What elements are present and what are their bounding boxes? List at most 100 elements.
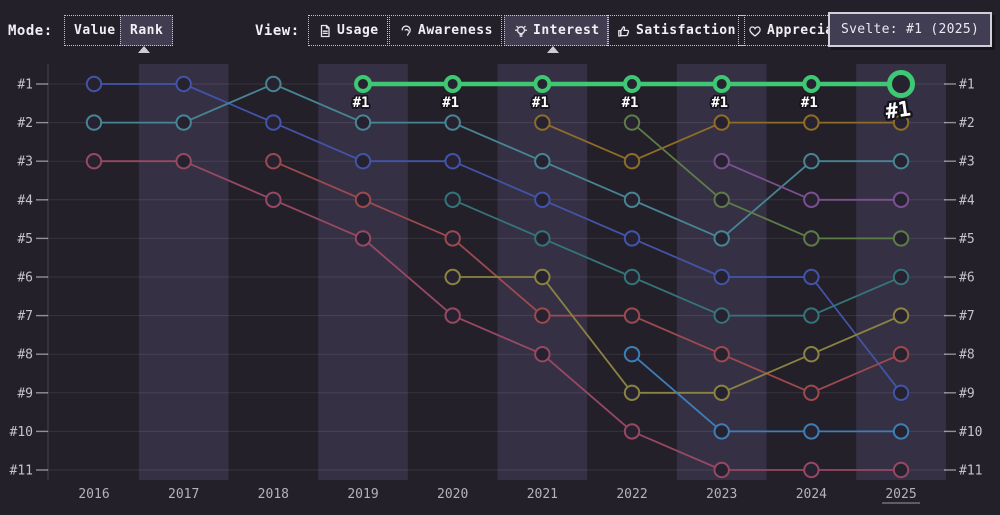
data-point[interactable] (534, 191, 551, 209)
data-point[interactable] (803, 268, 820, 286)
year-label[interactable]: 2024 (796, 487, 827, 502)
data-point[interactable] (175, 114, 192, 131)
data-point[interactable] (892, 230, 910, 247)
data-point[interactable] (803, 346, 820, 363)
data-point[interactable] (623, 423, 641, 440)
data-point[interactable] (85, 114, 103, 131)
data-point[interactable] (444, 230, 461, 247)
data-point[interactable] (892, 307, 910, 324)
data-point[interactable] (534, 114, 551, 131)
data-point[interactable] (533, 75, 552, 93)
view-interest-button[interactable]: Interest (504, 15, 609, 46)
data-point[interactable] (803, 461, 820, 479)
data-point[interactable] (265, 75, 282, 93)
data-point[interactable] (85, 153, 103, 170)
data-point[interactable] (534, 268, 551, 286)
data-point[interactable] (892, 346, 910, 363)
year-label[interactable]: 2019 (347, 487, 378, 502)
data-point[interactable] (623, 191, 641, 209)
data-point[interactable] (265, 191, 282, 209)
data-point[interactable] (623, 307, 641, 324)
mode-rank-button[interactable]: Rank (120, 15, 174, 46)
series-crimson[interactable] (85, 153, 910, 479)
data-point[interactable] (803, 307, 820, 324)
year-label[interactable]: 2021 (527, 487, 558, 502)
data-point[interactable] (892, 423, 910, 440)
data-point[interactable] (354, 230, 372, 247)
data-point[interactable] (444, 114, 461, 131)
data-point[interactable] (623, 384, 641, 401)
year-label[interactable]: 2017 (168, 487, 199, 502)
year-label[interactable]: 2023 (706, 487, 737, 502)
data-point[interactable] (265, 153, 282, 170)
data-point[interactable] (444, 191, 461, 209)
data-point[interactable] (803, 153, 820, 170)
series-steel-blue[interactable] (623, 346, 910, 440)
data-point[interactable] (623, 346, 641, 363)
view-awareness-button[interactable]: Awareness (389, 15, 502, 46)
data-point[interactable] (443, 75, 462, 93)
data-point[interactable] (802, 75, 821, 93)
year-label[interactable]: 2025 (885, 487, 916, 502)
data-point[interactable] (713, 461, 730, 479)
year-label[interactable]: 2016 (78, 487, 109, 502)
series-dark-teal[interactable] (444, 191, 910, 324)
data-point[interactable] (85, 75, 103, 93)
data-point[interactable] (713, 384, 730, 401)
data-point[interactable] (713, 191, 730, 209)
data-point[interactable] (444, 153, 461, 170)
series-teal[interactable] (85, 75, 910, 247)
data-point[interactable] (803, 384, 820, 401)
data-point[interactable] (534, 307, 551, 324)
year-axis[interactable]: 2016 2017 2018 2019 2020 2021 2022 2023 2024 2025 (78, 487, 921, 504)
series-olive[interactable] (444, 268, 910, 401)
data-point[interactable] (803, 114, 820, 131)
data-point[interactable] (623, 114, 641, 131)
data-point[interactable] (803, 230, 820, 247)
series-purple[interactable] (713, 153, 910, 209)
series-sage-green[interactable] (623, 114, 910, 247)
series-svelte[interactable]: #1 #1 #1 #1 #1 #1 #1 (351, 70, 916, 126)
data-point[interactable] (803, 191, 820, 209)
year-label[interactable]: 2022 (616, 487, 647, 502)
data-point[interactable] (354, 75, 373, 93)
data-point[interactable] (354, 191, 372, 209)
data-point[interactable] (534, 346, 551, 363)
data-point[interactable] (887, 70, 916, 98)
data-point[interactable] (713, 423, 730, 440)
data-point[interactable] (713, 268, 730, 286)
view-satisfaction-button[interactable]: Satisfaction (607, 15, 745, 46)
data-point[interactable] (623, 268, 641, 286)
series-gold[interactable] (534, 114, 910, 170)
data-point[interactable] (892, 384, 910, 401)
data-point[interactable] (892, 191, 910, 209)
data-point[interactable] (892, 114, 910, 131)
data-point[interactable] (623, 230, 641, 247)
data-point[interactable] (623, 153, 641, 170)
year-label[interactable]: 2018 (258, 487, 289, 502)
data-point[interactable] (623, 75, 642, 93)
data-point[interactable] (354, 114, 372, 131)
data-point[interactable] (803, 423, 820, 440)
data-point[interactable] (713, 230, 730, 247)
data-point[interactable] (892, 461, 910, 479)
year-label[interactable]: 2020 (437, 487, 468, 502)
data-point[interactable] (712, 75, 731, 93)
data-point[interactable] (444, 307, 461, 324)
data-point[interactable] (892, 153, 910, 170)
series-brick-red[interactable] (265, 153, 910, 401)
data-point[interactable] (713, 346, 730, 363)
view-usage-button[interactable]: Usage (308, 15, 388, 46)
data-point[interactable] (713, 153, 730, 170)
data-point[interactable] (534, 153, 551, 170)
data-point[interactable] (175, 153, 192, 170)
data-point[interactable] (354, 153, 372, 170)
data-point[interactable] (713, 114, 730, 131)
data-point[interactable] (892, 268, 910, 286)
data-point[interactable] (444, 268, 461, 286)
data-point[interactable] (265, 114, 282, 131)
data-point[interactable] (175, 75, 192, 93)
data-point[interactable] (713, 307, 730, 324)
data-point[interactable] (534, 230, 551, 247)
